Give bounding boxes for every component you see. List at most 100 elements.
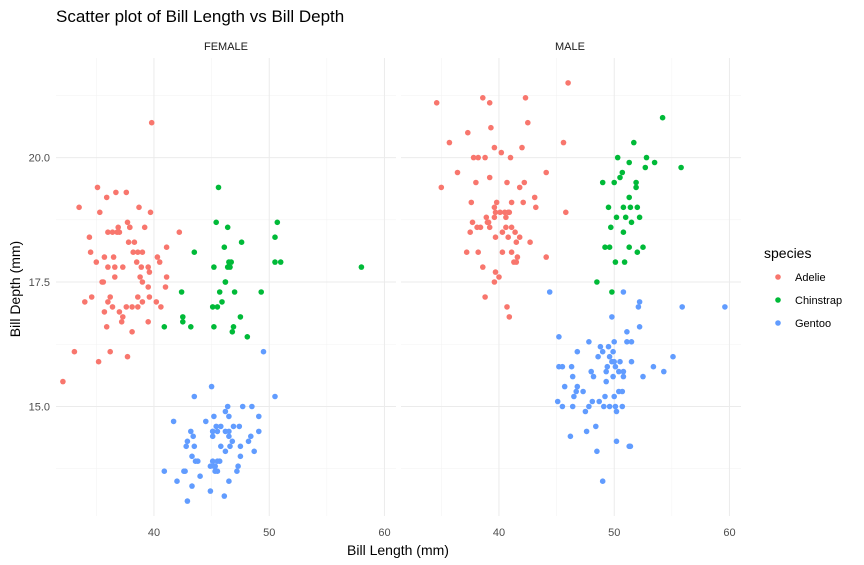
point-gentoo-male: [620, 368, 627, 375]
point-adelie-male: [516, 184, 523, 191]
point-chinstrap-female: [227, 264, 233, 270]
point-adelie-male: [505, 234, 512, 240]
x-axis-title: Bill Length (mm): [347, 542, 449, 558]
legend: species Adelie Chinstrap Gentoo: [764, 245, 842, 330]
point-gentoo-male: [574, 348, 581, 355]
point-gentoo-female: [207, 488, 214, 494]
point-adelie-male: [475, 249, 482, 255]
point-adelie-male: [473, 179, 479, 186]
point-adelie-male: [484, 219, 491, 226]
point-adelie-female: [163, 244, 170, 250]
point-chinstrap-male: [613, 214, 620, 221]
point-adelie-female: [145, 284, 151, 290]
point-gentoo-female: [239, 403, 246, 410]
point-adelie-male: [486, 100, 493, 106]
point-chinstrap-male: [642, 164, 649, 171]
point-gentoo-male: [650, 363, 657, 370]
point-gentoo-male: [567, 433, 574, 440]
point-gentoo-male: [595, 353, 601, 360]
point-adelie-female: [101, 309, 108, 315]
point-adelie-female: [135, 294, 141, 300]
point-gentoo-female: [209, 458, 216, 465]
point-adelie-male: [467, 229, 474, 235]
point-adelie-female: [88, 294, 95, 300]
point-chinstrap-male: [634, 204, 641, 211]
point-adelie-male: [516, 234, 523, 240]
point-gentoo-male: [624, 329, 630, 335]
point-adelie-male: [486, 174, 493, 181]
point-adelie-female: [110, 254, 117, 260]
point-adelie-male: [560, 139, 567, 146]
point-chinstrap-male: [628, 219, 635, 226]
point-adelie-male: [492, 209, 499, 216]
point-gentoo-male: [619, 403, 626, 410]
point-gentoo-female: [249, 403, 255, 410]
point-adelie-female: [153, 299, 160, 305]
point-gentoo-male: [619, 388, 626, 395]
x-tick-label: 40: [148, 527, 160, 539]
point-gentoo-female: [226, 428, 232, 435]
point-adelie-male: [493, 199, 500, 206]
point-gentoo-male: [606, 403, 613, 410]
point-gentoo-male: [561, 383, 568, 390]
point-gentoo-female: [214, 428, 221, 435]
point-adelie-male: [496, 274, 502, 280]
point-adelie-male: [525, 119, 531, 126]
point-adelie-female: [146, 269, 153, 275]
point-gentoo-female: [260, 348, 267, 355]
point-gentoo-female: [190, 433, 196, 440]
x-tick-label: 50: [608, 527, 620, 539]
point-adelie-male: [492, 269, 499, 275]
point-gentoo-male: [586, 339, 592, 345]
point-adelie-male: [506, 314, 513, 320]
point-gentoo-male: [627, 443, 634, 450]
point-chinstrap-female: [219, 299, 225, 305]
point-adelie-male: [446, 139, 453, 146]
point-adelie-female: [147, 209, 154, 216]
point-adelie-male: [498, 149, 505, 156]
point-adelie-female: [145, 264, 151, 270]
facet-female-grid: [56, 58, 396, 516]
point-gentoo-male: [603, 368, 609, 375]
point-adelie-female: [124, 219, 131, 226]
point-adelie-female: [135, 249, 141, 255]
point-chinstrap-male: [614, 154, 621, 161]
point-gentoo-female: [248, 433, 254, 440]
point-chinstrap-male: [617, 174, 623, 181]
y-tick-label: 20.0: [29, 153, 50, 165]
point-chinstrap-male: [620, 229, 627, 235]
point-adelie-male: [504, 179, 510, 186]
point-adelie-male: [508, 224, 515, 231]
point-gentoo-male: [588, 368, 594, 375]
point-gentoo-female: [216, 458, 223, 465]
point-gentoo-female: [170, 418, 177, 425]
point-gentoo-male: [620, 289, 627, 295]
point-gentoo-female: [226, 433, 232, 440]
point-gentoo-female: [245, 438, 252, 445]
point-chinstrap-male: [678, 164, 684, 171]
point-adelie-male: [469, 219, 476, 226]
facet-male-grid: [401, 58, 741, 516]
point-gentoo-female: [184, 498, 191, 504]
point-adelie-male: [499, 249, 506, 255]
point-adelie-male: [503, 214, 509, 221]
point-gentoo-female: [209, 433, 216, 440]
point-gentoo-female: [221, 493, 228, 499]
point-gentoo-male: [670, 353, 676, 360]
point-gentoo-male: [611, 339, 617, 345]
point-adelie-male: [507, 154, 514, 161]
point-gentoo-female: [208, 383, 215, 390]
point-chinstrap-male: [640, 244, 646, 250]
point-chinstrap-male: [594, 279, 600, 285]
point-adelie-male: [491, 204, 498, 211]
point-adelie-female: [139, 299, 146, 305]
point-gentoo-female: [255, 413, 262, 420]
legend-key-adelie: [775, 274, 781, 280]
point-adelie-male: [514, 254, 521, 260]
point-adelie-male: [474, 224, 480, 231]
point-chinstrap-male: [605, 204, 612, 211]
point-adelie-male: [491, 279, 498, 285]
point-adelie-male: [463, 249, 470, 255]
point-gentoo-male: [612, 363, 619, 370]
point-gentoo-female: [218, 423, 224, 430]
